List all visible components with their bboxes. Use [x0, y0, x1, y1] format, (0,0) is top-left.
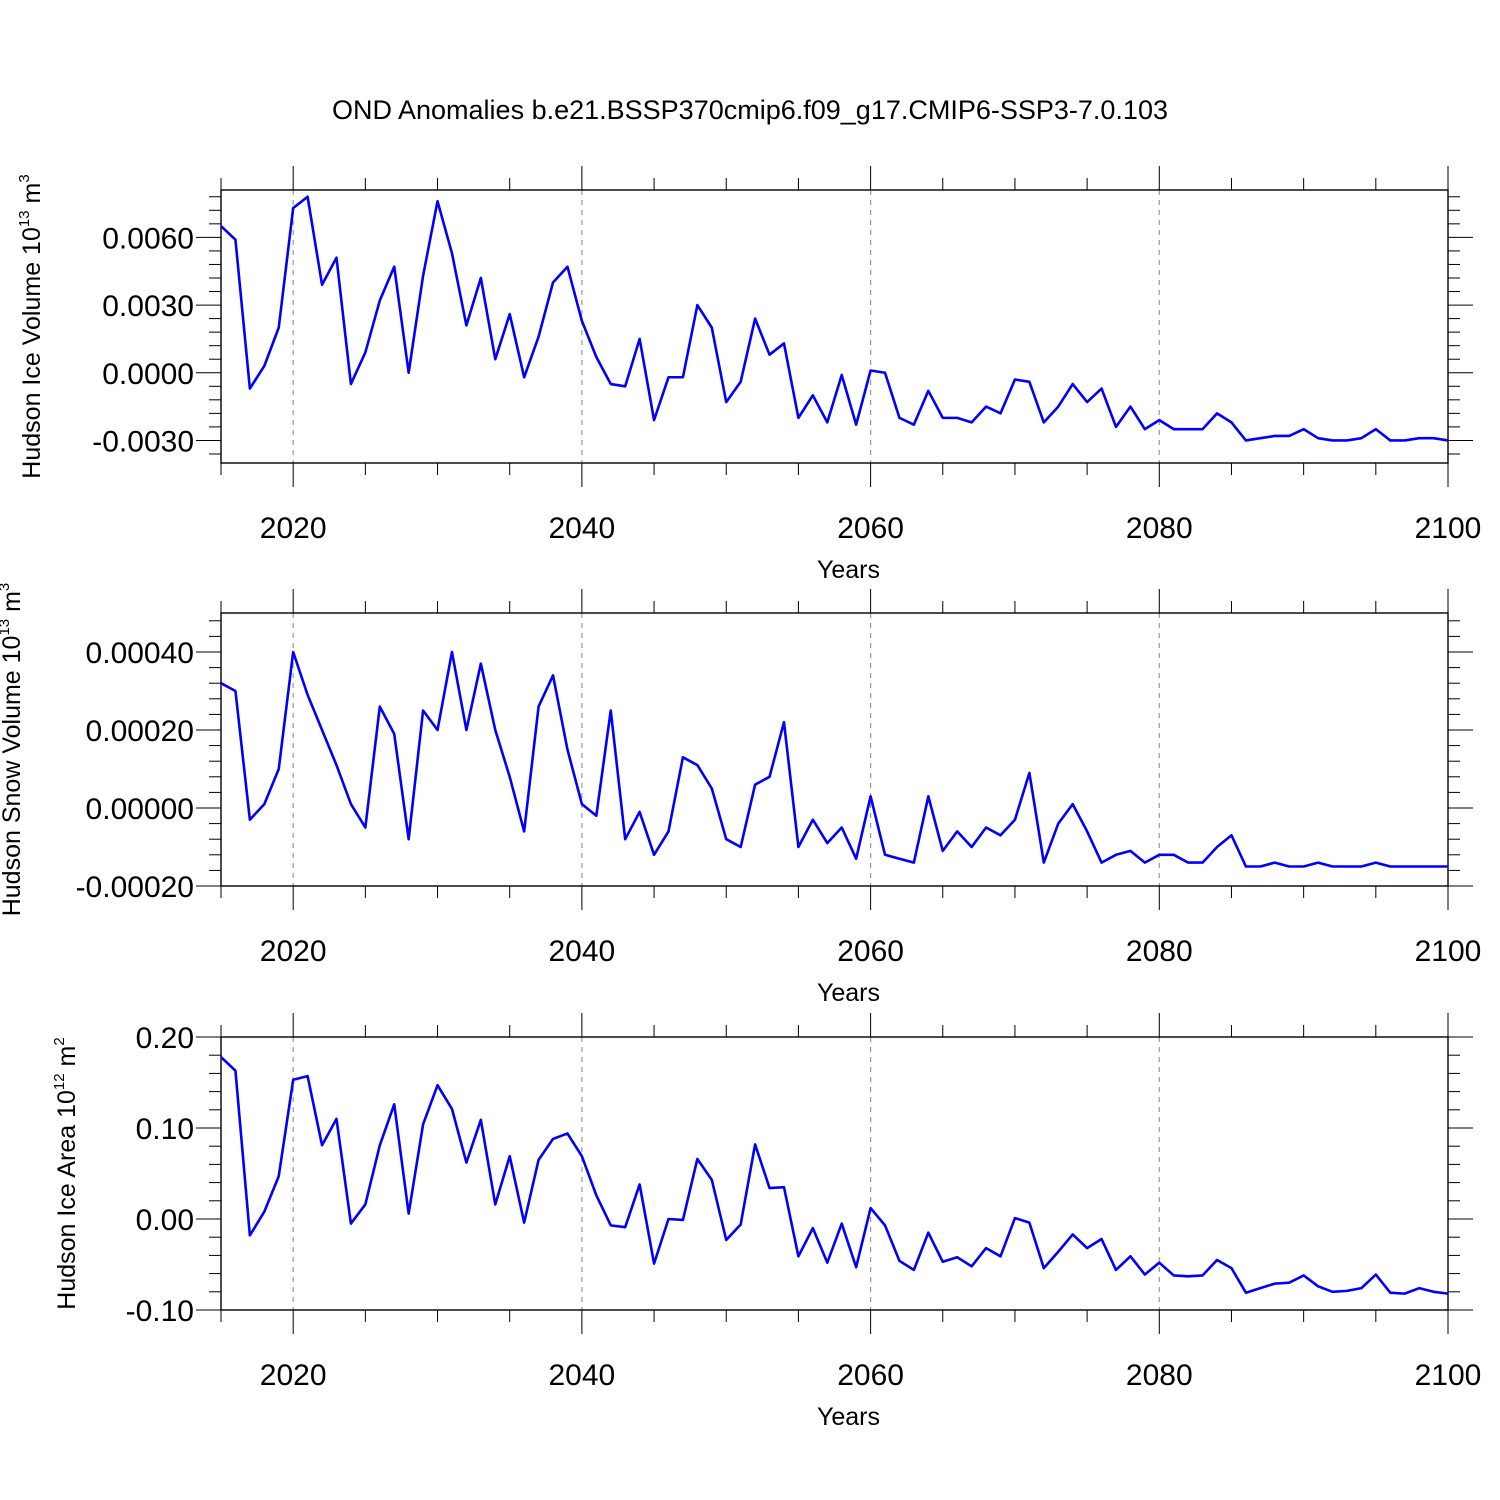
x-tick-label: 2020	[260, 935, 327, 968]
y-tick-label: 0.0000	[102, 358, 194, 391]
x-tick-label: 2060	[837, 1359, 904, 1392]
x-tick-label: 2040	[549, 512, 616, 545]
plot-frame	[220, 1036, 1449, 1311]
y-tick-label: 0.20	[136, 1022, 194, 1055]
x-tick-label: 2020	[260, 512, 327, 545]
x-axis-label: Years	[817, 1403, 880, 1431]
panel-1: -0.0030 0.0000 0.0030 0.0060 2020 2040 2060 208…	[16, 166, 1481, 584]
series-line	[220, 1056, 1449, 1295]
x-tick-label: 2080	[1126, 512, 1193, 545]
y-axis-label: Hudson Snow Volume 1013 m3	[0, 583, 26, 917]
plot-frame	[220, 189, 1449, 464]
y-tick-label: -0.00020	[76, 871, 194, 904]
y-tick-label: 0.00	[136, 1204, 194, 1237]
y-tick-label: 0.00000	[86, 793, 194, 826]
x-axis-label: Years	[817, 556, 880, 584]
x-tick-label: 2060	[837, 935, 904, 968]
y-axis-label: Hudson Ice Area 1012 m2	[51, 1037, 81, 1309]
y-tick-label: 0.10	[136, 1113, 194, 1146]
y-axis-label: Hudson Ice Volume 1013 m3	[16, 174, 46, 478]
x-tick-label: 2040	[549, 935, 616, 968]
y-tick-label: 0.0030	[102, 290, 194, 323]
x-tick-label: 2060	[837, 512, 904, 545]
x-tick-label: 2020	[260, 1359, 327, 1392]
series-line	[220, 650, 1448, 868]
y-tick-label: 0.00040	[86, 637, 194, 670]
panel-2: -0.00020 0.00000 0.00020 0.00040 2020 2040 206…	[0, 583, 1481, 1007]
plot-frame	[220, 612, 1449, 887]
series-line	[220, 195, 1449, 442]
x-tick-label: 2080	[1126, 935, 1193, 968]
y-tick-label: -0.0030	[92, 425, 194, 458]
panel-3: -0.10 0.00 0.10 0.20 2020 2040 2060 2080 2100 Yea…	[51, 1013, 1481, 1431]
x-tick-label: 2100	[1415, 935, 1482, 968]
x-axis-label: Years	[817, 979, 880, 1007]
x-tick-label: 2100	[1415, 512, 1482, 545]
y-tick-label: 0.0060	[102, 222, 194, 255]
y-tick-label: -0.10	[126, 1295, 194, 1328]
x-tick-label: 2100	[1415, 1359, 1482, 1392]
x-tick-label: 2040	[549, 1359, 616, 1392]
x-tick-label: 2080	[1126, 1359, 1193, 1392]
figure-title: OND Anomalies b.e21.BSSP370cmip6.f09_g17…	[332, 95, 1168, 125]
y-tick-label: 0.00020	[86, 715, 194, 748]
